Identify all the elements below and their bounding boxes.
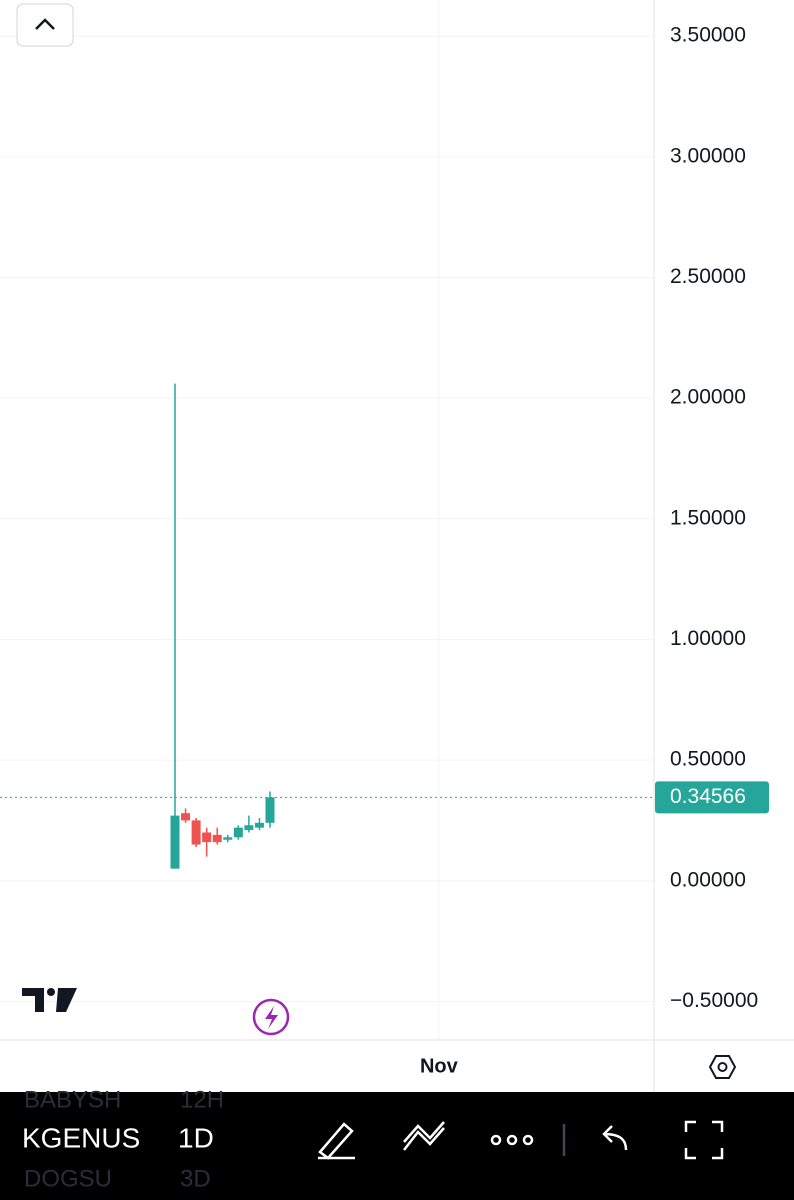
toolbar-icons [318, 1120, 724, 1160]
y-tick-label: 2.00000 [670, 386, 746, 409]
lines-icon[interactable] [403, 1121, 445, 1151]
fullscreen-icon[interactable] [684, 1120, 724, 1160]
y-tick-label: 1.50000 [670, 506, 746, 529]
more-icon[interactable] [490, 1134, 502, 1146]
y-tick-label: 0.00000 [670, 868, 746, 891]
plot [0, 383, 654, 869]
candle-body [254, 822, 264, 828]
candle-body [170, 815, 180, 869]
y-tick-label: 3.00000 [670, 144, 746, 167]
candle-body [244, 825, 254, 831]
grid [0, 0, 654, 1040]
logo-part [56, 988, 77, 1012]
candle-body [181, 813, 191, 821]
last-price-badge [655, 781, 769, 814]
hex-icon[interactable] [708, 1055, 737, 1079]
button-frame[interactable] [16, 3, 74, 47]
candle-body [233, 827, 243, 838]
last-price-label: 0.34566 [670, 785, 746, 808]
interval-item[interactable]: 1D [178, 1122, 214, 1153]
candle-body [202, 832, 212, 843]
settings-button[interactable] [708, 1055, 737, 1079]
toolbar [0, 1092, 794, 1200]
logo-part [22, 988, 44, 1012]
y-tick-label: 3.50000 [670, 24, 746, 47]
x-tick-label: Nov [420, 1055, 459, 1077]
y-tick-label: −0.50000 [670, 989, 758, 1012]
toolbar-mask [148, 1092, 160, 1200]
logo-part [47, 988, 55, 996]
collapse-button[interactable] [16, 3, 74, 47]
y-tick-label: 1.00000 [670, 627, 746, 650]
candle-body [191, 820, 201, 845]
undo-icon[interactable] [602, 1125, 628, 1151]
symbol-item[interactable]: KGENUS [22, 1122, 140, 1153]
candle-body [212, 834, 222, 843]
chevron-icon [35, 18, 55, 30]
symbol-item[interactable]: BABYSH [24, 1086, 121, 1113]
symbol-item[interactable]: DOGSU [24, 1165, 112, 1192]
candle-body [265, 797, 275, 823]
more-icon[interactable] [522, 1134, 534, 1146]
interval-item[interactable]: 12H [180, 1086, 224, 1113]
hex-icon-center [717, 1062, 728, 1072]
candle-body [223, 837, 233, 840]
interval-item[interactable]: 3D [180, 1165, 211, 1192]
draw-icon[interactable] [318, 1122, 355, 1160]
lightning-button[interactable] [252, 998, 290, 1036]
icon-ring[interactable] [252, 998, 290, 1036]
background [0, 0, 794, 1092]
lightning-icon [265, 1006, 278, 1029]
y-tick-label: 2.50000 [670, 265, 746, 288]
more-icon[interactable] [506, 1134, 518, 1146]
logo [22, 988, 77, 1012]
y-tick-label: 0.50000 [670, 748, 746, 771]
